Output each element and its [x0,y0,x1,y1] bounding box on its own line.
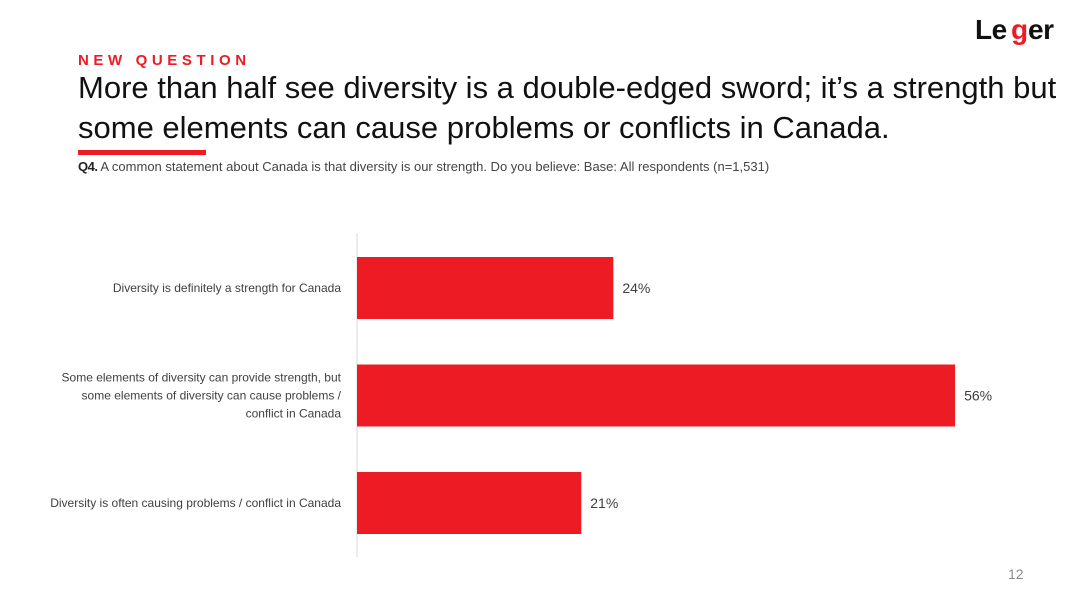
page-number: 12 [1008,566,1024,582]
leger-logo: Le g er [975,14,1055,45]
bar-3 [357,472,582,534]
data-label-2: 56% [964,388,992,404]
svg-text:Le: Le [975,14,1007,45]
question-text: Q4. A common statement about Canada is t… [78,159,769,174]
title-underline [78,150,206,155]
bar-1 [357,257,614,319]
category-label-1: Diversity is definitely a strength for C… [113,281,341,295]
bar-2 [357,364,956,427]
bar-chart: 24% Diversity is definitely a strength fo… [50,233,992,557]
question-number: Q4. [78,159,98,174]
section-kicker: NEW QUESTION [78,52,251,69]
svg-text:er: er [1028,14,1054,45]
data-label-1: 24% [622,280,650,296]
question-body: A common statement about Canada is that … [97,159,770,174]
svg-text:g: g [1011,14,1028,45]
category-label-2: Some elements of diversity can provide s… [62,371,342,421]
data-label-3: 21% [590,495,618,511]
category-label-3: Diversity is often causing problems / co… [50,496,341,510]
page-title: More than half see diversity is a double… [78,70,1057,145]
